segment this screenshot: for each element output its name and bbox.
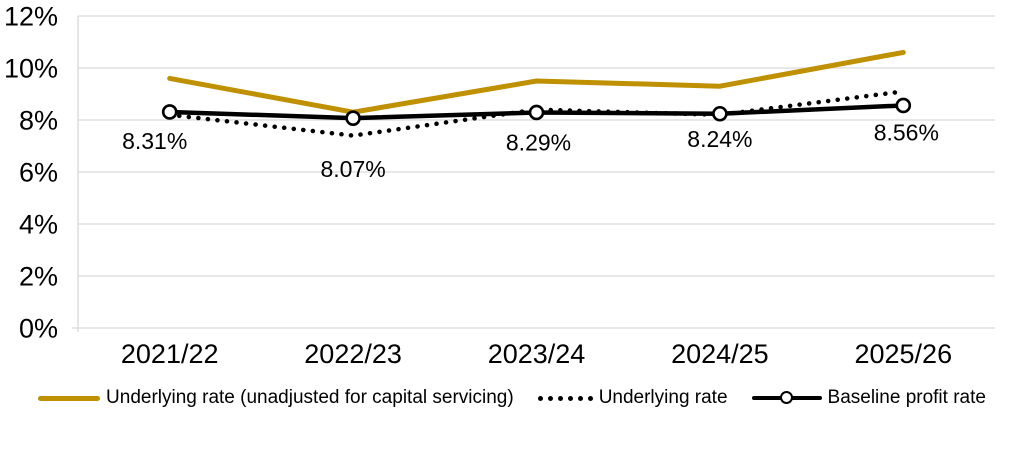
y-axis-tick-label: 2% <box>19 262 58 292</box>
data-label: 8.07% <box>320 156 385 182</box>
legend-item-baseline: Baseline profit rate <box>751 387 986 409</box>
data-label: 8.24% <box>687 126 752 152</box>
baseline-marker <box>895 97 912 114</box>
chart-legend: Underlying rate (unadjusted for capital … <box>0 387 1024 409</box>
data-label: 8.29% <box>506 129 571 155</box>
baseline-line-swatch-icon <box>751 391 822 405</box>
x-axis-category-label: 2022/23 <box>304 339 402 369</box>
y-axis-tick-label: 10% <box>4 54 58 84</box>
x-axis-category-label: 2024/25 <box>671 339 769 369</box>
x-axis-category-label: 2021/22 <box>121 339 219 369</box>
baseline-marker <box>528 104 545 121</box>
y-axis-tick-label: 12% <box>4 2 58 32</box>
gold-line-swatch-icon <box>38 395 101 401</box>
y-axis-tick-label: 8% <box>19 106 58 136</box>
y-axis-tick-label: 4% <box>19 210 58 240</box>
baseline-marker <box>161 104 178 120</box>
legend-item-underlying-unadjusted: Underlying rate (unadjusted for capital … <box>38 387 514 409</box>
legend-label-underlying: Underlying rate <box>598 387 728 408</box>
dotted-line-swatch-icon <box>537 395 593 401</box>
baseline-marker <box>345 110 361 126</box>
y-axis-tick-label: 6% <box>19 158 58 188</box>
data-label: 8.31% <box>122 128 187 154</box>
x-axis-category-label: 2023/24 <box>488 339 586 369</box>
legend-label-baseline: Baseline profit rate <box>827 387 986 408</box>
x-axis-category-label: 2025/26 <box>854 339 952 369</box>
y-axis-tick-label: 0% <box>19 314 58 344</box>
chart-plot-area: 0% 2% 4% 6% 8% 10% 12% 2021/22 2022/23 2023/24 202… <box>4 2 995 369</box>
data-label: 8.56% <box>874 119 939 145</box>
legend-label-underlying-unadjusted: Underlying rate (unadjusted for capital … <box>106 387 514 408</box>
series-line-underlying-unadjusted <box>167 49 906 115</box>
baseline-marker <box>712 105 728 122</box>
series-line-underlying <box>167 89 906 138</box>
legend-item-underlying: Underlying rate <box>537 387 728 409</box>
